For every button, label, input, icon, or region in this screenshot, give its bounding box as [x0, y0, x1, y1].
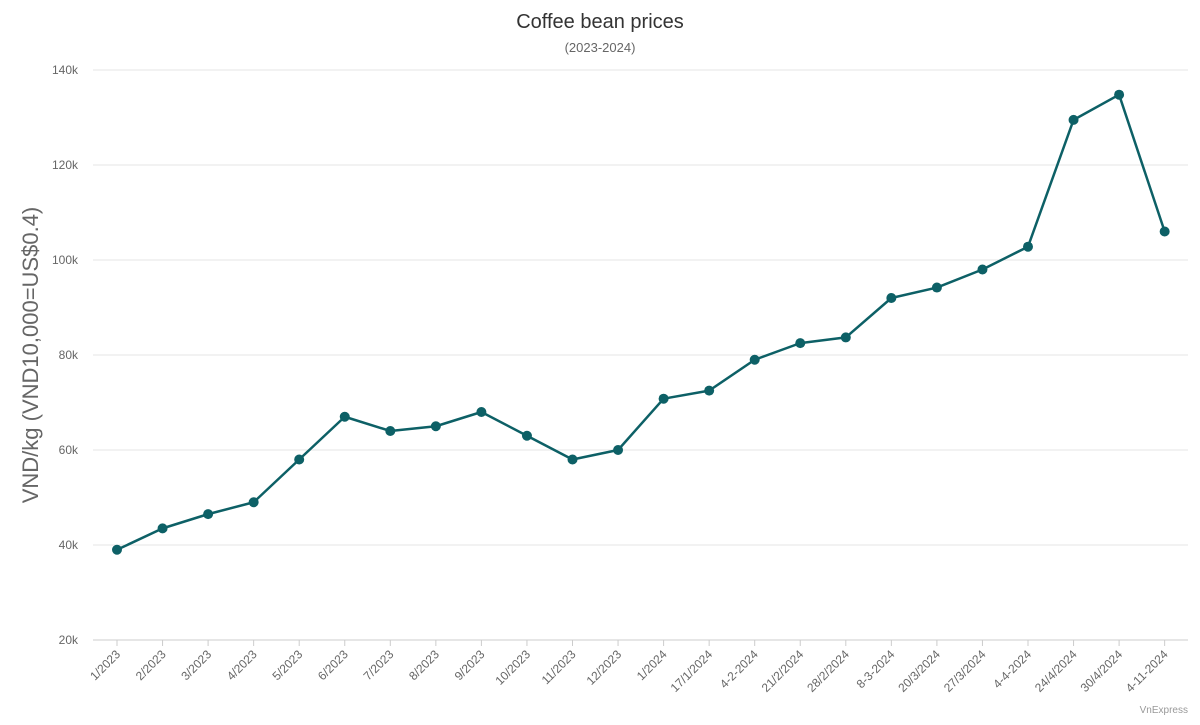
chart-title: Coffee bean prices [516, 11, 684, 33]
data-point[interactable] [886, 293, 897, 303]
x-tick-label: 1/2023 [87, 647, 123, 683]
data-point[interactable] [1068, 114, 1079, 125]
data-point[interactable] [567, 454, 578, 465]
x-tick-labels: 1/2023 2/2023 3/2023 4/2023 5/2023 6/2023 7/20… [87, 647, 1171, 695]
x-tick-label: 7/2023 [361, 647, 397, 683]
x-tick-label: 21/2/2024 [759, 647, 807, 695]
axis-layer [93, 639, 1188, 646]
y-tick-label: 60k [59, 443, 79, 457]
data-point[interactable] [294, 454, 305, 465]
series-line [115, 93, 1166, 551]
data-point[interactable] [1023, 241, 1033, 252]
x-tick-label: 11/2023 [539, 647, 579, 687]
series-layer [112, 89, 1170, 555]
x-tick-label: 4/2023 [224, 647, 260, 683]
data-point[interactable] [749, 354, 760, 365]
data-point[interactable] [658, 393, 669, 404]
y-tick-label: 140k [52, 63, 79, 77]
x-tick-label: 6/2023 [315, 647, 351, 683]
x-tick-label: 1/2024 [634, 647, 670, 683]
x-tick-label: 17/1/2024 [668, 647, 716, 695]
x-tick-label: 24/4/2024 [1032, 647, 1080, 695]
x-tick-label: 4-4-2024 [990, 647, 1034, 691]
data-point[interactable] [385, 426, 396, 436]
x-tick-label: 8/2023 [406, 647, 442, 683]
x-tick-label: 9/2023 [452, 647, 488, 683]
x-tick-label: 10/2023 [492, 647, 533, 688]
data-point[interactable] [840, 332, 851, 343]
data-point[interactable] [248, 497, 259, 508]
data-point[interactable] [476, 407, 487, 417]
chart-subtitle: (2023-2024) [565, 40, 636, 55]
data-point[interactable] [203, 509, 214, 520]
y-tick-label: 40k [59, 538, 79, 552]
data-point[interactable] [1114, 89, 1125, 100]
x-tick-label: 5/2023 [269, 647, 305, 683]
data-point[interactable] [339, 411, 350, 422]
x-tick-label: 27/3/2024 [941, 647, 989, 695]
x-tick-label: 4-11-2024 [1123, 647, 1171, 695]
data-point[interactable] [157, 523, 168, 534]
x-tick-label: 4-2-2024 [717, 647, 761, 691]
x-tick-label: 28/2/2024 [804, 647, 852, 695]
x-tick-label: 2/2023 [133, 647, 169, 683]
data-point[interactable] [931, 282, 942, 293]
x-tick-label: 12/2023 [584, 647, 625, 688]
y-tick-labels: 20k 40k 60k 80k 100k 120k 140k [52, 63, 79, 647]
data-point[interactable] [613, 445, 624, 455]
x-tick-label: 3/2023 [178, 647, 214, 683]
data-point[interactable] [1159, 226, 1170, 237]
y-tick-label: 20k [59, 633, 79, 647]
y-axis-label: VND/kg (VND10,000=US$0.4) [18, 207, 43, 504]
x-tick-label: 30/4/2024 [1078, 647, 1126, 695]
x-tick-label: 8-3-2024 [854, 647, 898, 691]
data-point[interactable] [977, 264, 988, 275]
y-tick-label: 100k [52, 253, 79, 267]
grid-layer [93, 69, 1188, 546]
y-tick-label: 80k [59, 348, 79, 362]
data-point[interactable] [430, 421, 441, 432]
data-point[interactable] [704, 385, 715, 396]
data-point[interactable] [795, 338, 806, 349]
data-point[interactable] [521, 430, 532, 441]
y-tick-label: 120k [52, 158, 79, 172]
data-point[interactable] [112, 544, 122, 555]
x-tick-label: 20/3/2024 [895, 647, 943, 695]
source-credit: VnExpress [1140, 705, 1188, 716]
